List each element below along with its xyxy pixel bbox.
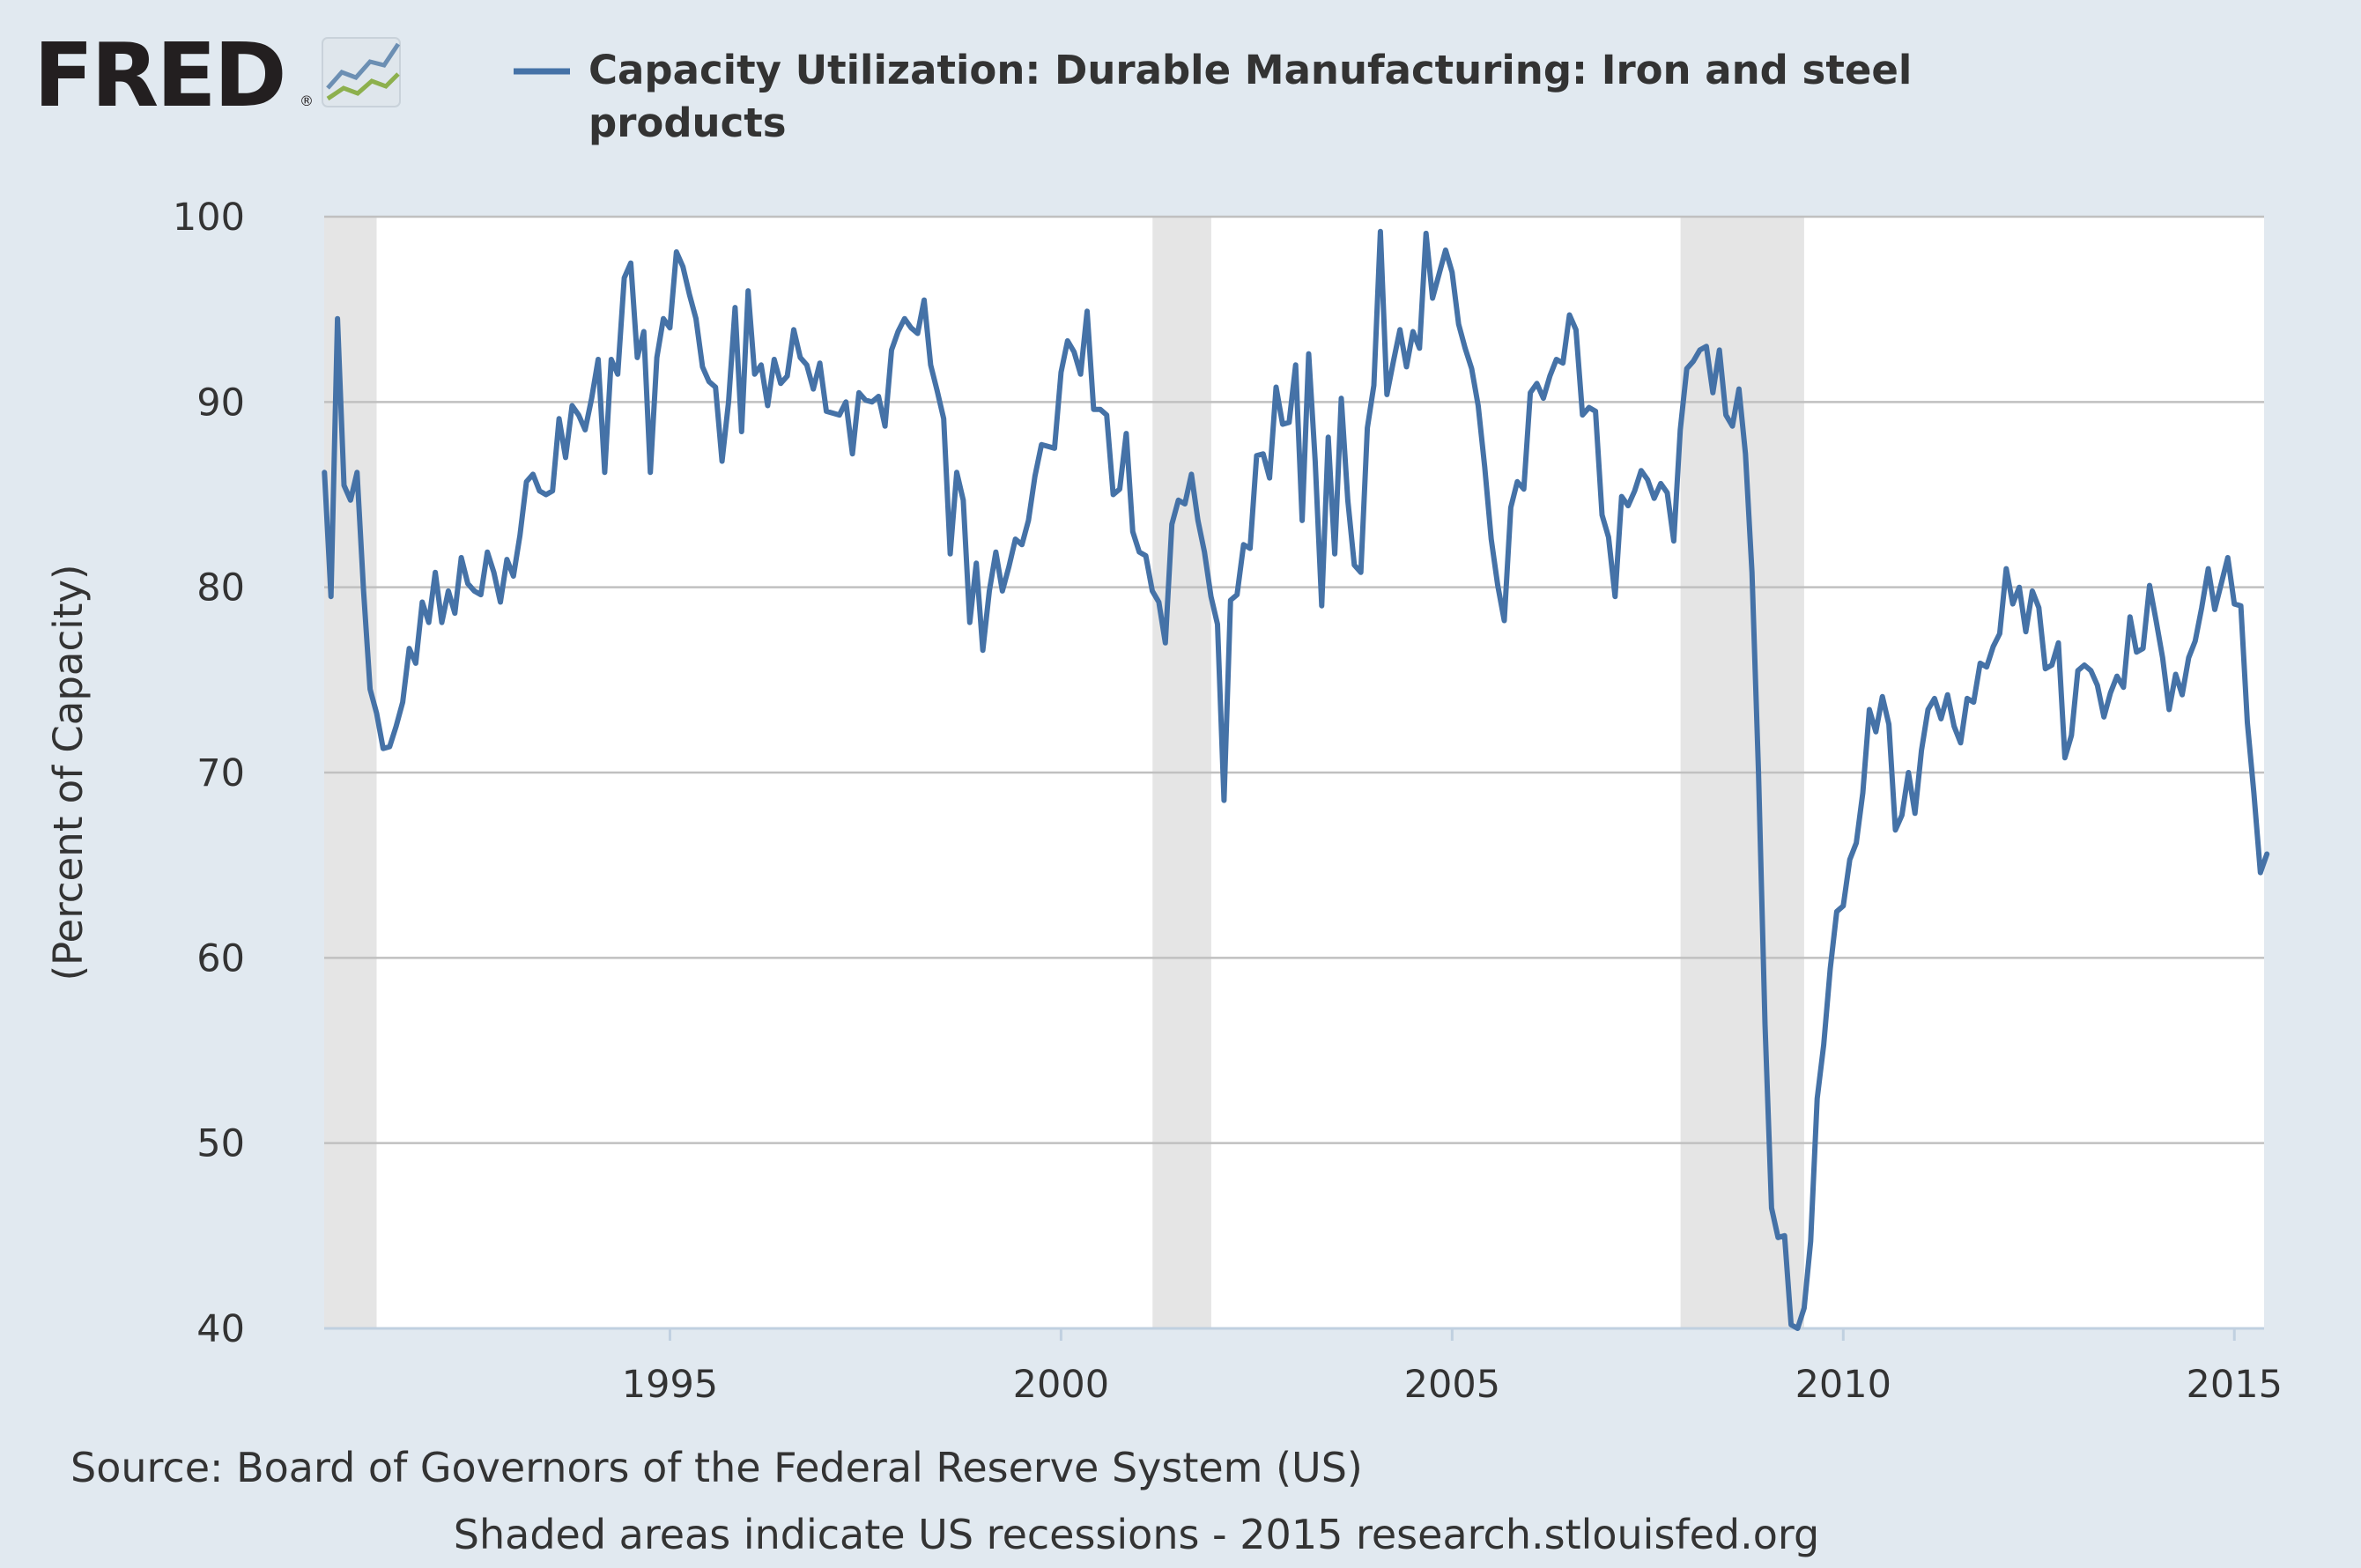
x-axis-ticks: 1995 2000 2005 2010 2015	[622, 1328, 2283, 1407]
y-axis-ticks: 40 50 60 70 80 90 100	[173, 196, 245, 1351]
series-layer	[322, 228, 2270, 1331]
y-tick-label-50: 50	[196, 1122, 245, 1166]
source-note: Source: Board of Governors of the Federa…	[70, 1444, 1363, 1491]
y-tick-label-90: 90	[196, 381, 245, 425]
legend-title-line-1: Capacity Utilization: Durable Manufactur…	[588, 47, 1912, 93]
y-axis-title: (Percent of Capacity)	[45, 564, 92, 980]
x-tick-label-2005: 2005	[1404, 1363, 1500, 1407]
y-tick-label-80: 80	[196, 566, 245, 610]
x-tick-label-2010: 2010	[1795, 1363, 1891, 1407]
fred-logo: FRED ®	[33, 24, 401, 127]
fred-wordmark: FRED	[33, 24, 285, 127]
x-tick-label-1995: 1995	[622, 1363, 718, 1407]
x-tick-label-2015: 2015	[2187, 1363, 2283, 1407]
trademark-symbol: ®	[300, 92, 314, 109]
y-tick-label-60: 60	[196, 936, 245, 980]
legend: Capacity Utilization: Durable Manufactur…	[514, 47, 1912, 146]
legend-title-line-2: products	[588, 100, 787, 146]
x-tick-label-2000: 2000	[1013, 1363, 1109, 1407]
y-tick-label-100: 100	[173, 196, 245, 240]
series-line-1	[322, 228, 2270, 1331]
recession-note: Shaded areas indicate US recessions - 20…	[454, 1511, 1819, 1558]
fred-chart-icon	[322, 37, 401, 107]
y-tick-label-70: 70	[196, 751, 245, 795]
y-tick-label-40: 40	[196, 1307, 245, 1351]
